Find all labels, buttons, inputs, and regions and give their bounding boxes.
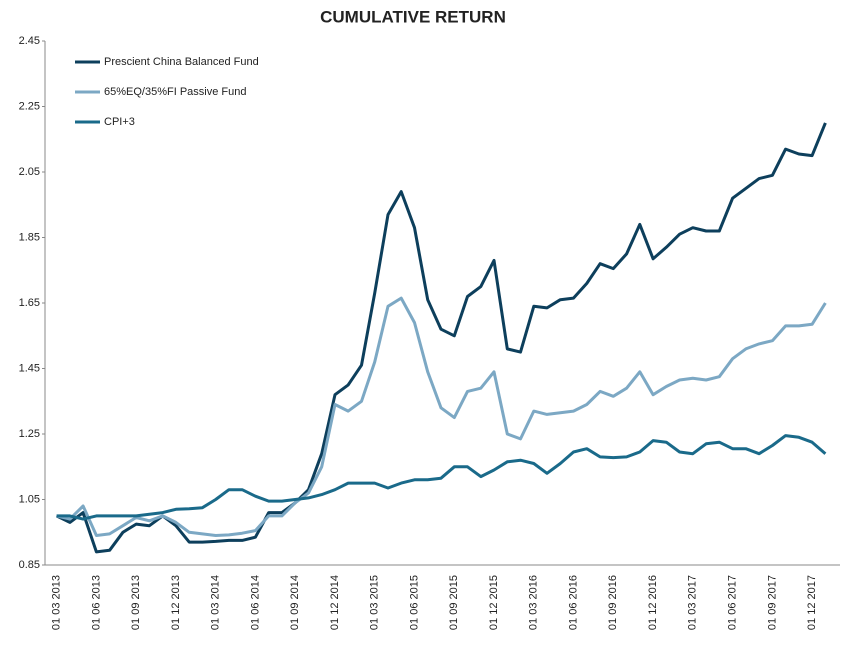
x-tick-label: 01 09 2017 [766, 575, 778, 630]
x-tick-label: 01 09 2015 [448, 575, 460, 630]
chart-title: CUMULATIVE RETURN [320, 7, 506, 26]
x-tick-label: 01 06 2014 [249, 575, 261, 630]
legend-label: CPI+3 [104, 116, 135, 128]
y-tick-label: 1.05 [19, 493, 40, 505]
y-tick-label: 2.25 [19, 100, 40, 112]
x-tick-label: 01 03 2017 [687, 575, 699, 630]
x-tick-label: 01 06 2013 [90, 575, 102, 630]
y-tick-label: 1.65 [19, 297, 40, 309]
x-tick-label: 01 03 2015 [369, 575, 381, 630]
x-tick-label: 01 12 2017 [806, 575, 818, 630]
x-tick-label: 01 12 2014 [329, 575, 341, 630]
series-line [55, 122, 827, 554]
y-tick-label: 1.45 [19, 362, 40, 374]
x-tick-label: 01 03 2014 [210, 575, 222, 630]
y-tick-label: 1.85 [19, 231, 40, 243]
x-tick-label: 01 09 2014 [289, 575, 301, 630]
x-tick-label: 01 06 2017 [726, 575, 738, 630]
x-tick-label: 01 12 2015 [488, 575, 500, 630]
y-tick-label: 1.25 [19, 428, 40, 440]
x-tick-label: 01 03 2016 [528, 575, 540, 630]
y-tick-label: 2.45 [19, 35, 40, 47]
x-tick-label: 01 09 2016 [607, 575, 619, 630]
x-tick-label: 01 06 2015 [408, 575, 420, 630]
y-tick-label: 0.85 [19, 559, 40, 571]
x-tick-label: 01 12 2013 [170, 575, 182, 630]
legend-label: 65%EQ/35%FI Passive Fund [104, 86, 246, 98]
y-tick-label: 2.05 [19, 166, 40, 178]
x-tick-label: 01 09 2013 [130, 575, 142, 630]
x-tick-label: 01 06 2016 [567, 575, 579, 630]
legend-label: Prescient China Balanced Fund [104, 56, 259, 68]
series-line [56, 296, 827, 537]
series-line [56, 434, 827, 521]
x-tick-label: 01 03 2013 [51, 575, 63, 630]
x-tick-label: 01 12 2016 [647, 575, 659, 630]
